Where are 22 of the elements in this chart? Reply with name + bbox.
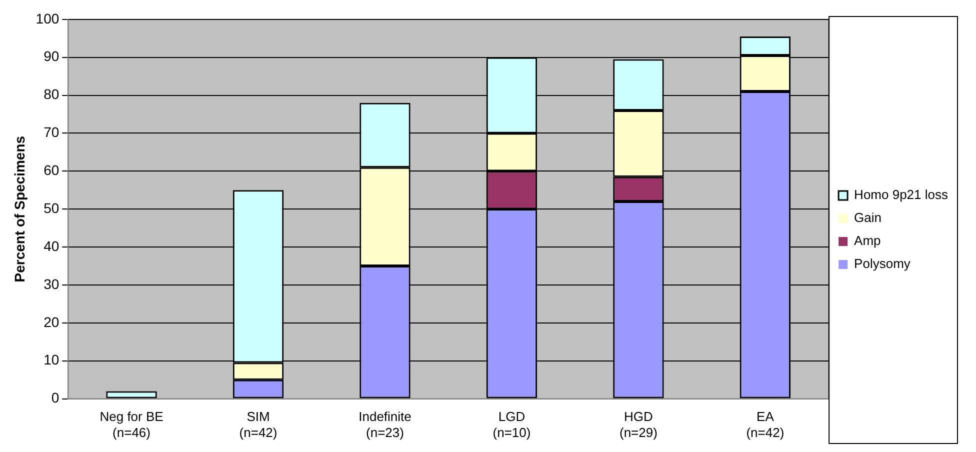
y-tick-label: 30 xyxy=(44,276,60,292)
y-tick-label: 80 xyxy=(44,86,60,102)
x-tick-label: Indefinite (n=23) xyxy=(358,409,412,440)
x-tick-label: Neg for BE (n=46) xyxy=(100,409,164,440)
y-tick-label: 100 xyxy=(36,10,60,26)
y-tick-label: 60 xyxy=(44,162,60,178)
y-tick-label: 40 xyxy=(44,238,60,254)
x-tick-label: HGD (n=29) xyxy=(619,409,658,440)
y-axis-title: Percent of Specimens xyxy=(11,136,28,282)
x-tick-label: EA (n=42) xyxy=(746,409,784,440)
y-tick-label: 10 xyxy=(44,352,60,368)
legend-label: Polysomy xyxy=(854,256,911,272)
x-tick-label: SIM (n=42) xyxy=(239,409,278,440)
y-tick-label: 90 xyxy=(44,48,60,64)
legend-label: Gain xyxy=(854,210,882,226)
y-tick-label: 70 xyxy=(44,124,60,140)
y-tick-label: 20 xyxy=(44,314,60,330)
y-tick-label: 50 xyxy=(44,200,60,216)
legend-label: Homo 9p21 loss xyxy=(854,187,948,202)
y-tick-label: 0 xyxy=(51,390,60,406)
x-tick-label: LGD (n=10) xyxy=(492,409,531,440)
legend-label: Amp xyxy=(854,233,881,248)
